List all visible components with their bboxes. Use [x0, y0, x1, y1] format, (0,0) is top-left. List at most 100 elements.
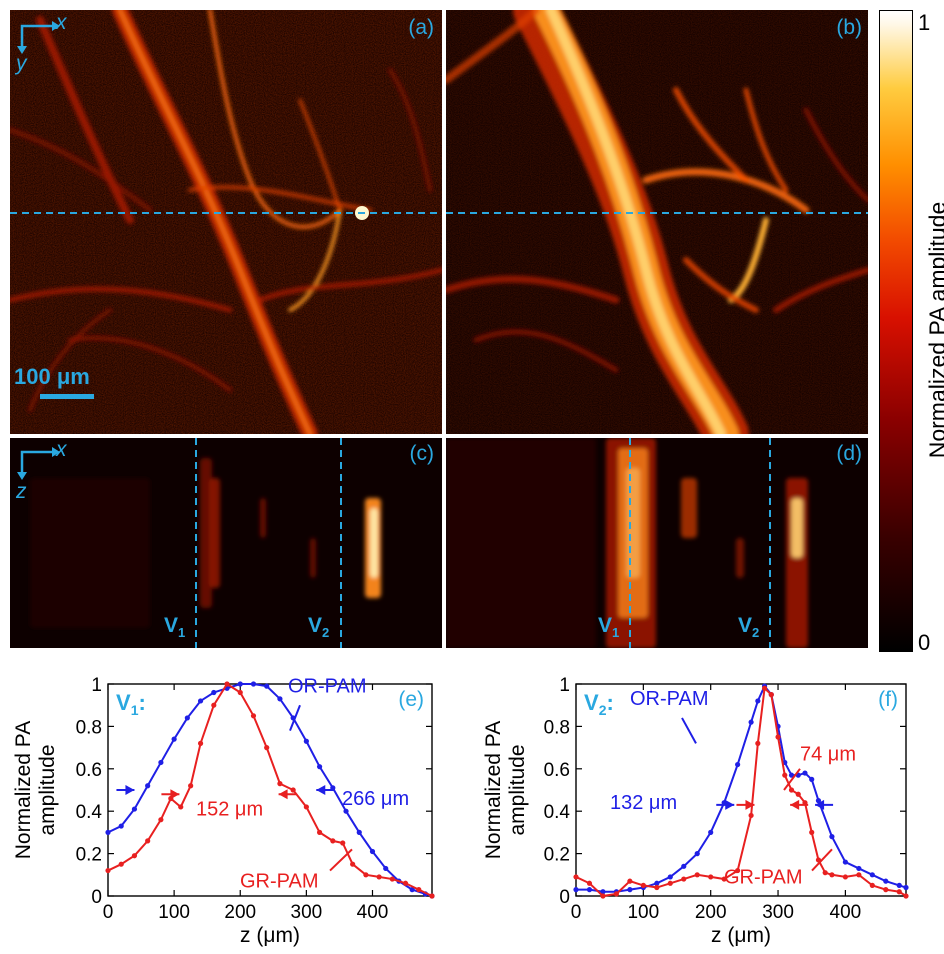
- data-point: [640, 882, 646, 888]
- data-point: [829, 872, 835, 878]
- image-panel-b: (b): [446, 10, 868, 434]
- data-point: [303, 804, 309, 810]
- y-tick-label: 0.6: [544, 760, 570, 781]
- data-point: [264, 745, 270, 751]
- gr-pam-width-label: 74 μm: [800, 743, 856, 765]
- xy-axis-indicator-icon: [17, 21, 60, 54]
- data-point: [290, 787, 296, 793]
- x-tick-label: 400: [357, 902, 389, 923]
- data-point: [654, 884, 660, 891]
- panel-label-c: (c): [409, 442, 435, 465]
- data-point: [627, 878, 633, 884]
- data-point: [788, 787, 795, 793]
- data-point: [402, 880, 409, 886]
- data-point: [211, 689, 217, 696]
- data-point: [277, 696, 283, 702]
- gr-pam-label: GR-PAM: [240, 871, 319, 893]
- data-point: [224, 681, 230, 687]
- data-point: [735, 761, 741, 768]
- data-point: [356, 829, 362, 835]
- data-point: [735, 867, 741, 874]
- or-pam-label: OR-PAM: [288, 675, 367, 697]
- data-point: [211, 702, 217, 708]
- series-gr-pam: [105, 681, 435, 899]
- data-point: [303, 738, 309, 744]
- data-point: [237, 689, 243, 696]
- data-point: [654, 880, 660, 886]
- cross-section-image-d: [446, 438, 868, 648]
- x-tick-label: 200: [224, 902, 256, 923]
- data-point: [369, 848, 376, 855]
- y-tick-label: 1: [91, 675, 102, 696]
- y-axis-label-line1: Normalized PA: [12, 721, 35, 860]
- y-axis-label-line1: Normalized PA: [482, 721, 505, 860]
- y-axis-label-line2: amplitude: [506, 744, 529, 835]
- image-panel-a: (a) x y 100 μm: [10, 10, 442, 434]
- data-point: [429, 893, 435, 899]
- profile-chart-f: 0 0.2 0.4 0.6 0.8 1 0 100 200 300 400 z (μm) Normali…: [482, 675, 909, 947]
- data-point: [829, 834, 835, 840]
- panel-label: (f): [878, 688, 898, 711]
- data-point: [761, 685, 768, 691]
- x-tick-label: 300: [762, 902, 794, 923]
- or-pam-width-label: 266 μm: [342, 788, 409, 810]
- data-point: [105, 867, 111, 874]
- colorbar: [879, 10, 913, 652]
- y-axis-label-line2: amplitude: [36, 744, 59, 835]
- data-point: [600, 893, 606, 899]
- data-point: [188, 783, 194, 789]
- data-point: [755, 740, 761, 746]
- image-panel-d: (d) V1 V2: [446, 438, 868, 648]
- data-point: [316, 829, 323, 835]
- panel-label-a: (a): [408, 16, 434, 39]
- v2-label-c: V2: [308, 614, 330, 641]
- data-point: [158, 817, 164, 823]
- data-point: [822, 870, 828, 876]
- data-point: [856, 865, 862, 872]
- data-point: [343, 808, 349, 814]
- annotations: OR-PAM 132 μm 74 μm GR-PAM: [610, 688, 856, 888]
- data-point: [802, 770, 808, 776]
- data-point: [383, 865, 389, 872]
- data-point: [250, 713, 257, 719]
- data-point: [197, 698, 204, 704]
- data-point: [416, 887, 422, 893]
- data-point: [197, 740, 204, 746]
- data-point: [694, 851, 700, 857]
- y-tick-label: 0.4: [76, 802, 103, 823]
- profile-chart-e: 0 0.2 0.4 0.6 0.8 1 0 100 200 300 400 z (μm) Normali…: [12, 675, 435, 947]
- or-pam-label: OR-PAM: [630, 688, 709, 710]
- data-point: [131, 853, 138, 859]
- cross-section-image-c: [10, 438, 442, 648]
- data-point: [755, 698, 761, 704]
- data-point: [409, 887, 415, 893]
- data-point: [809, 776, 815, 782]
- v1-label-d: V1: [598, 614, 620, 641]
- series-line: [107, 683, 433, 897]
- data-point: [842, 874, 848, 880]
- data-point: [145, 783, 151, 789]
- data-point: [277, 781, 283, 787]
- v1-label-c: V1: [164, 614, 186, 641]
- data-point: [389, 876, 395, 882]
- image-panel-c: (c) x z V1 V2: [10, 438, 442, 648]
- data-point: [768, 692, 774, 698]
- annotations: OR-PAM 266 μm 152 μm GR-PAM: [116, 675, 409, 893]
- data-point: [184, 715, 190, 721]
- data-point: [627, 887, 633, 893]
- x-tick-label: 100: [158, 902, 190, 923]
- y-tick-label: 1: [559, 675, 570, 696]
- axis-z-label-c: z: [16, 480, 27, 503]
- data-point: [158, 759, 164, 766]
- scale-bar-label: 100 μm: [14, 364, 90, 389]
- axis-x-label-c: x: [56, 438, 67, 461]
- data-point: [788, 772, 795, 778]
- inset-title: V1:: [116, 690, 146, 718]
- x-tick-label: 0: [571, 902, 582, 923]
- x-axis-label: z (μm): [240, 924, 300, 947]
- data-point: [340, 840, 346, 846]
- data-point: [131, 806, 138, 812]
- axis-y-label-a: y: [16, 52, 27, 75]
- data-point: [145, 838, 151, 844]
- y-tick-label: 0: [91, 887, 102, 908]
